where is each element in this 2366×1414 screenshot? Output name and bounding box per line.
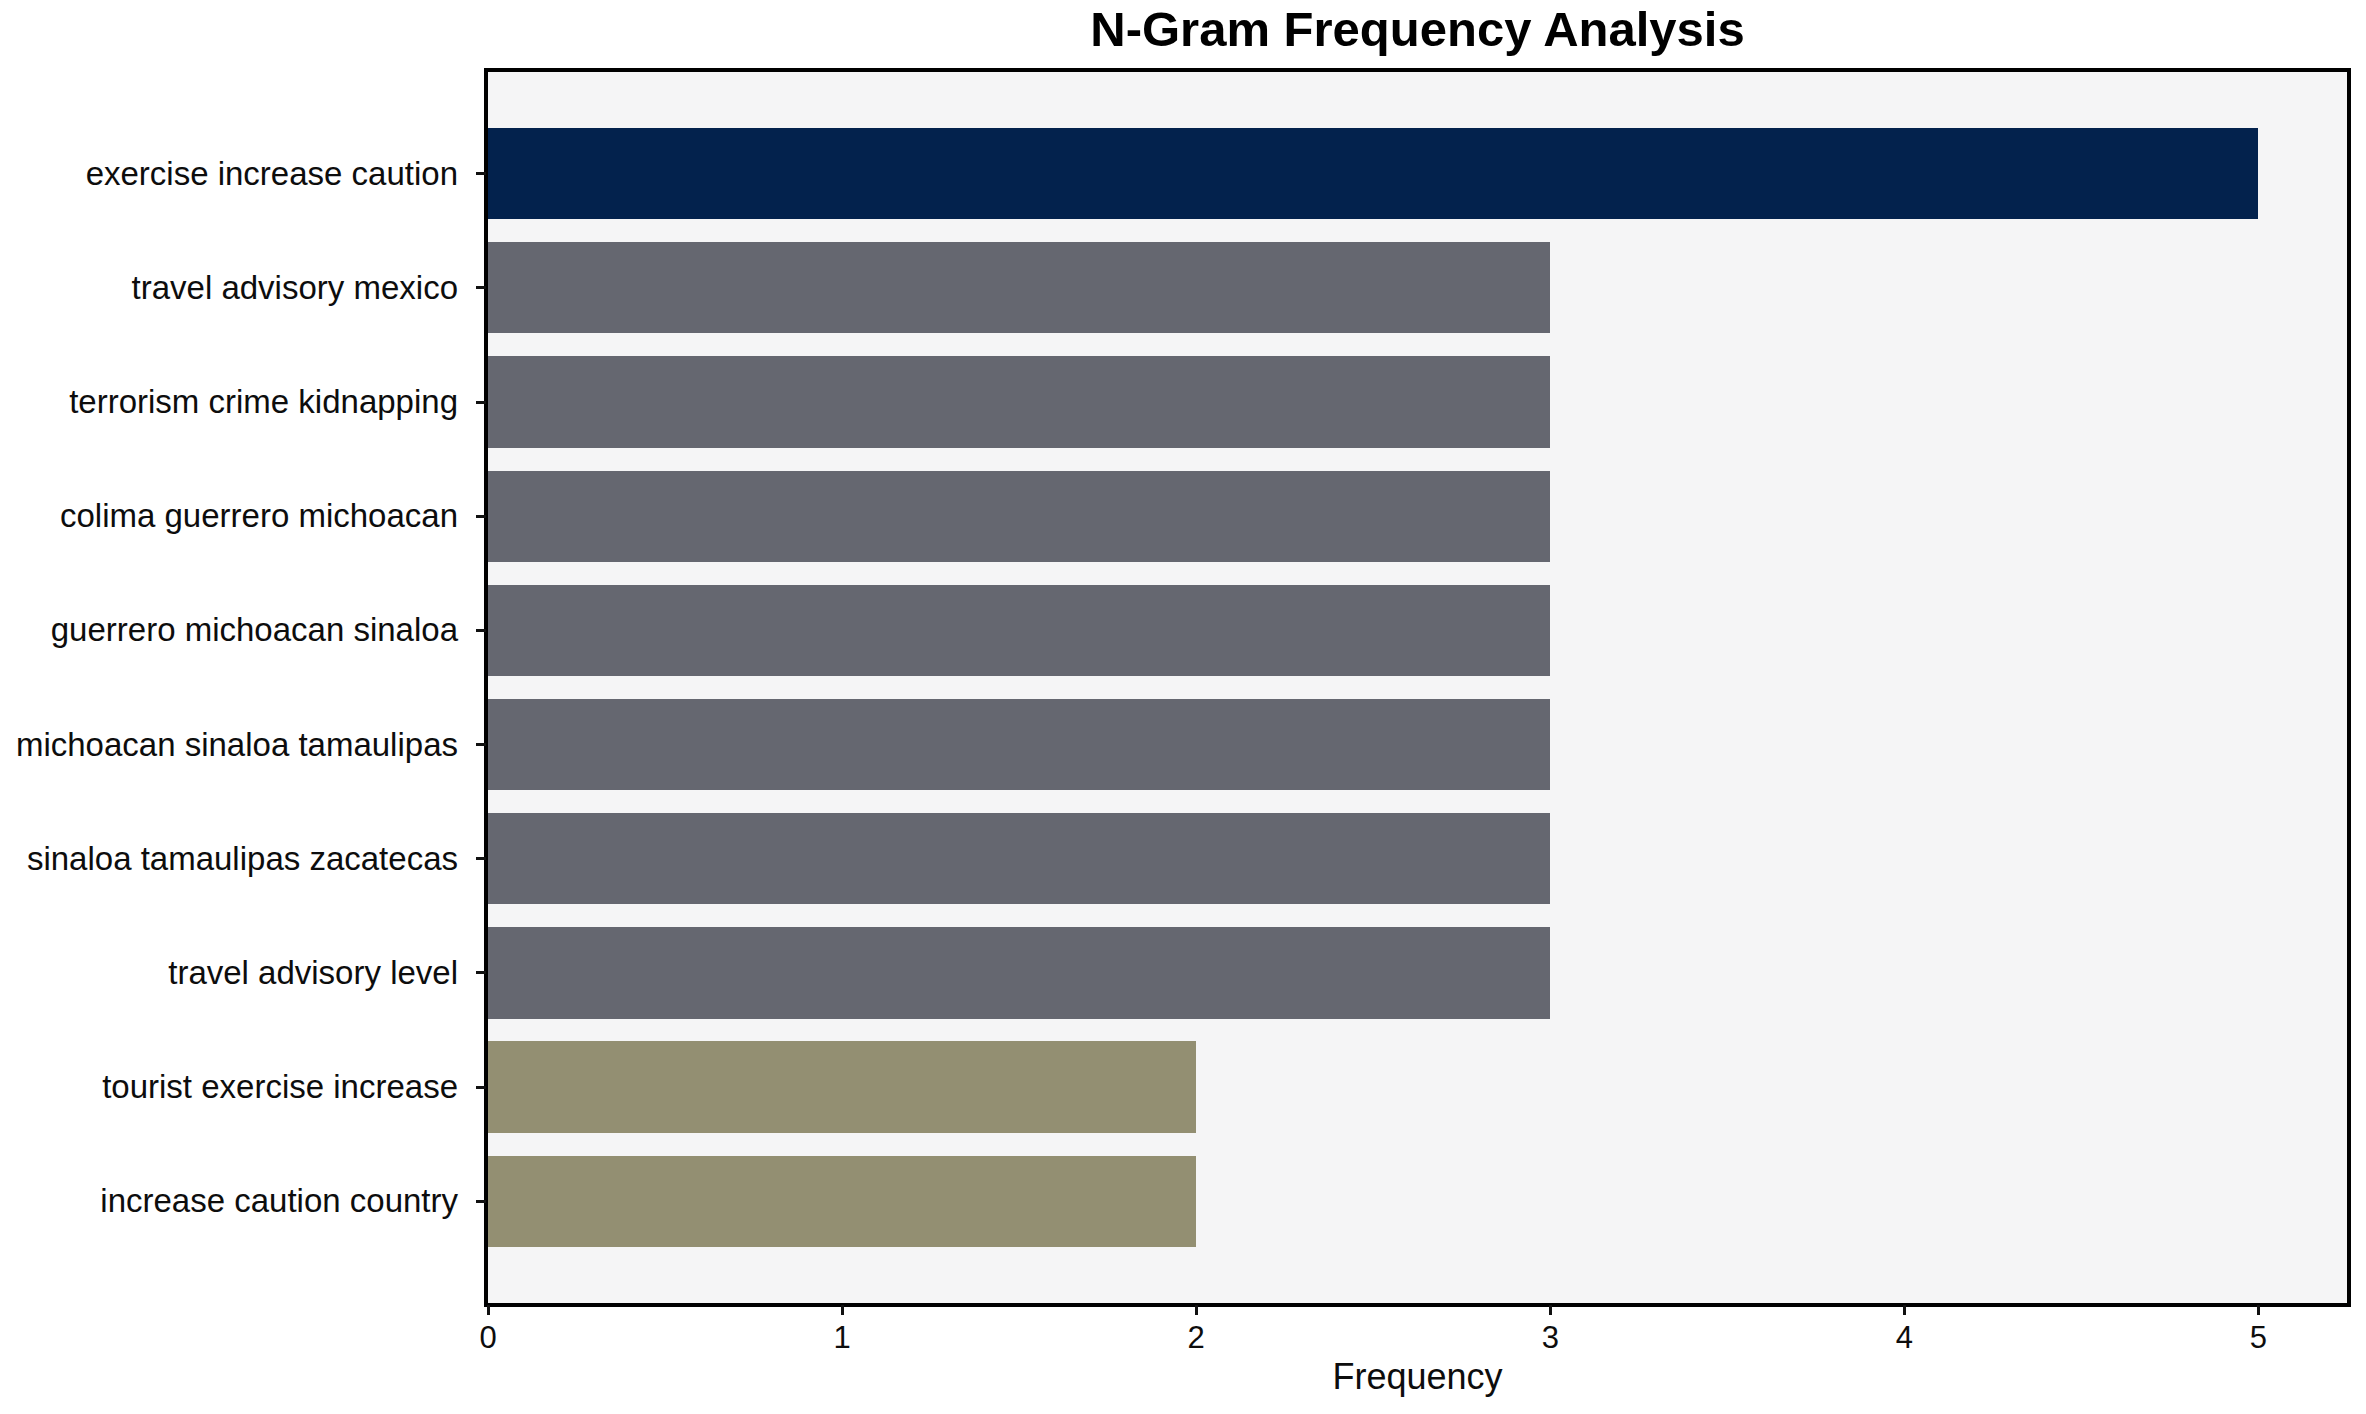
bar [488,471,1550,562]
y-tick-mark [476,1200,486,1203]
y-tick-mark [476,1086,486,1089]
y-tick-mark [476,515,486,518]
plot-area [484,68,2351,1307]
bar [488,242,1550,333]
y-tick-label: travel advisory mexico [0,269,458,307]
x-axis-label: Frequency [1218,1356,1618,1398]
y-tick-label: travel advisory level [0,954,458,992]
bar [488,699,1550,790]
y-tick-mark [476,401,486,404]
y-tick-mark [476,286,486,289]
y-tick-label: sinaloa tamaulipas zacatecas [0,840,458,878]
y-tick-mark [476,743,486,746]
x-tick-mark [1903,1305,1906,1315]
y-tick-label: terrorism crime kidnapping [0,383,458,421]
x-tick-label: 1 [782,1320,902,1356]
y-tick-mark [476,971,486,974]
y-tick-label: exercise increase caution [0,155,458,193]
y-tick-mark [476,629,486,632]
x-tick-label: 4 [1844,1320,1964,1356]
x-tick-label: 3 [1490,1320,1610,1356]
y-tick-mark [476,172,486,175]
y-tick-label: increase caution country [0,1182,458,1220]
chart-title: N-Gram Frequency Analysis [488,0,2347,58]
x-tick-mark [487,1305,490,1315]
bar [488,128,2258,219]
x-tick-label: 2 [1136,1320,1256,1356]
bar [488,813,1550,904]
bar [488,927,1550,1018]
bar [488,585,1550,676]
y-tick-label: tourist exercise increase [0,1068,458,1106]
y-tick-label: michoacan sinaloa tamaulipas [0,726,458,764]
x-tick-label: 5 [2198,1320,2318,1356]
x-tick-mark [841,1305,844,1315]
x-tick-mark [1195,1305,1198,1315]
y-tick-label: colima guerrero michoacan [0,497,458,535]
y-tick-mark [476,857,486,860]
bar [488,1041,1196,1132]
x-tick-mark [2257,1305,2260,1315]
y-tick-label: guerrero michoacan sinaloa [0,611,458,649]
x-tick-mark [1549,1305,1552,1315]
bar [488,1156,1196,1247]
x-tick-label: 0 [428,1320,548,1356]
bar [488,356,1550,447]
